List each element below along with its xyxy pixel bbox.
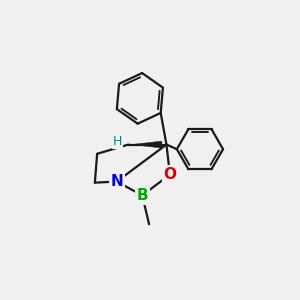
Text: H: H bbox=[112, 135, 122, 148]
Polygon shape bbox=[131, 141, 162, 148]
Text: O: O bbox=[164, 167, 176, 182]
Text: B: B bbox=[136, 188, 148, 203]
Text: N: N bbox=[110, 174, 123, 189]
